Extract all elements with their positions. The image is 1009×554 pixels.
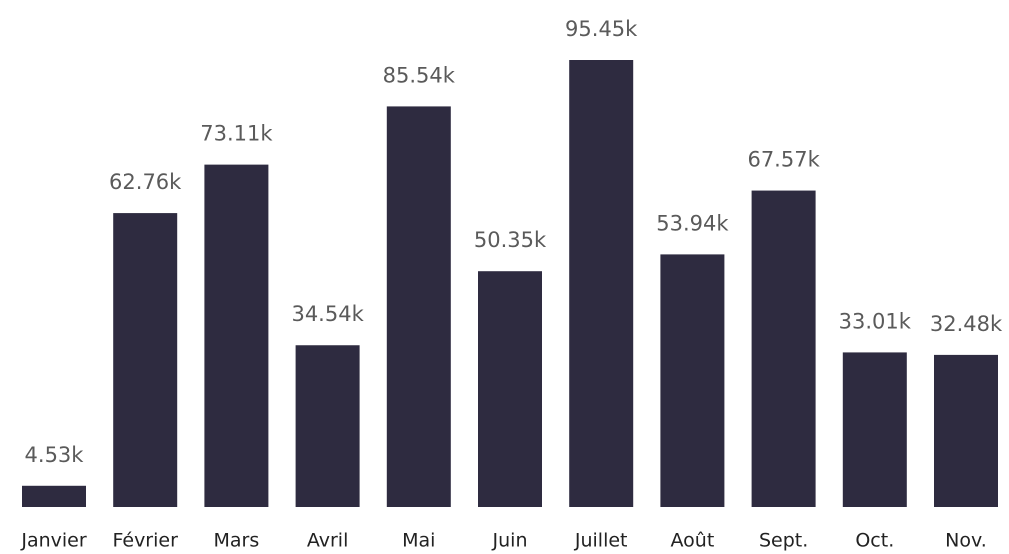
value-label: 85.54k [383, 63, 456, 87]
value-label: 50.35k [474, 228, 547, 252]
x-tick-label: Juin [492, 530, 528, 552]
bar [751, 190, 816, 507]
x-tick-label: Avril [307, 530, 349, 552]
value-label: 4.53k [25, 443, 85, 467]
value-label: 67.57k [747, 148, 820, 172]
value-label: 32.48k [930, 312, 1003, 336]
bar [295, 345, 360, 507]
value-label: 53.94k [656, 211, 729, 235]
bar [113, 213, 178, 507]
value-label: 34.54k [291, 302, 364, 326]
bar [934, 354, 998, 507]
x-tick-label: Sept. [759, 530, 808, 552]
x-tick-label: Juillet [574, 530, 628, 552]
x-tick-label: Janvier [20, 530, 87, 552]
value-label: 33.01k [839, 309, 912, 333]
value-label: 95.45k [565, 17, 638, 41]
bar [478, 271, 542, 507]
x-tick-label: Août [671, 530, 715, 552]
value-label: 62.76k [109, 170, 182, 194]
bar [22, 485, 86, 507]
value-label: 73.11k [200, 122, 273, 146]
x-tick-label: Nov. [945, 530, 987, 552]
x-tick-label: Mai [402, 530, 435, 552]
x-tick-label: Oct. [855, 530, 894, 552]
bar [842, 352, 907, 507]
bar [660, 254, 725, 507]
bar [569, 60, 634, 507]
x-tick-label: Février [112, 530, 178, 552]
x-tick-label: Mars [214, 530, 260, 552]
bar [204, 164, 269, 508]
bar [386, 106, 451, 507]
